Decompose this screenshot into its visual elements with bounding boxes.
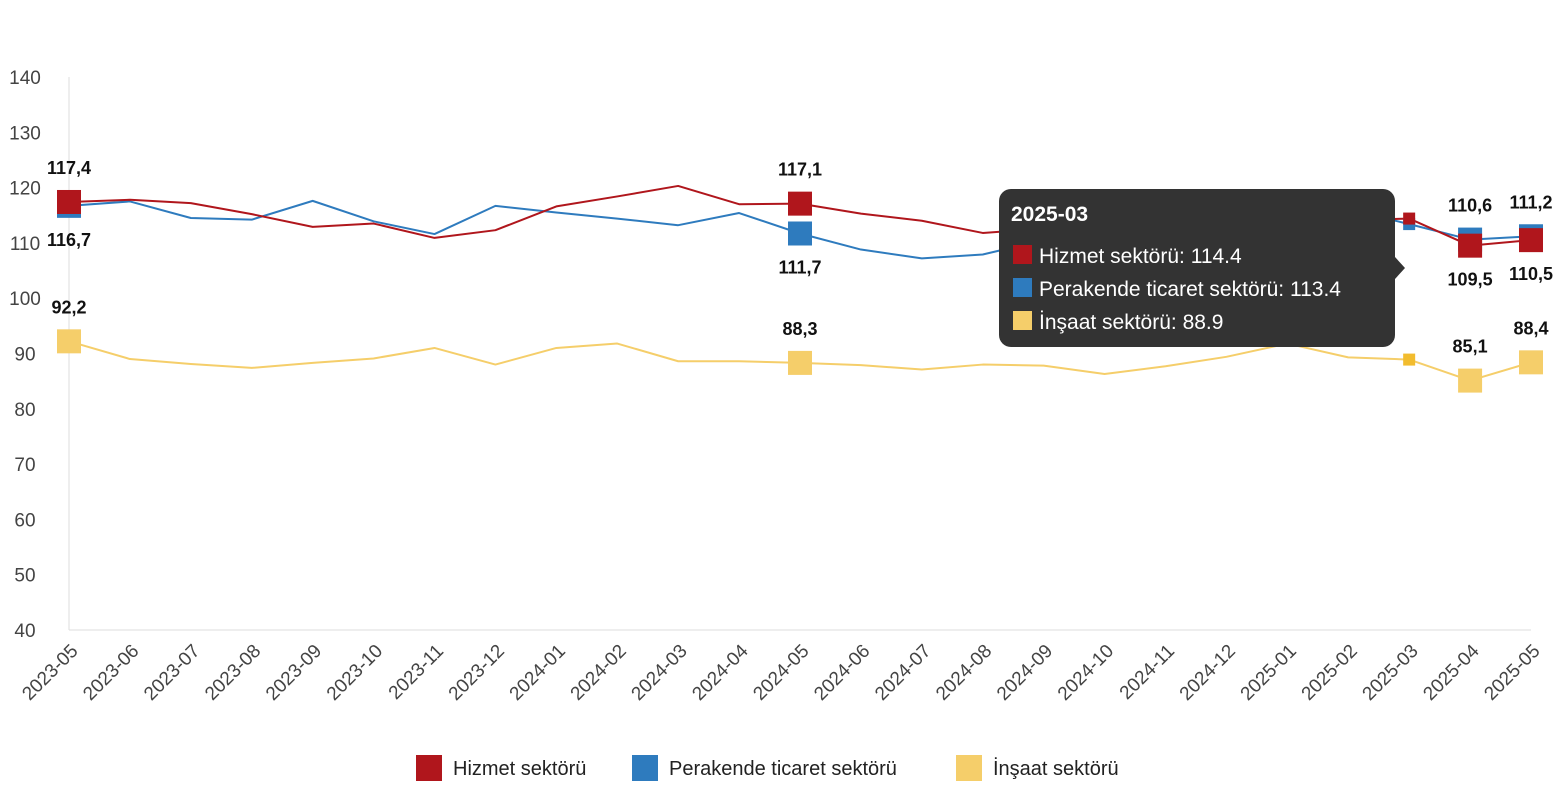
- x-tick-label: 2025-05: [1480, 641, 1544, 705]
- x-tick-label: 2024-10: [1054, 641, 1118, 705]
- x-tick-label: 2024-09: [993, 641, 1057, 705]
- data-labels: 117,4 116,7 92,2 117,1 111,7 88,3 110,6 109,5 85…: [47, 158, 1553, 357]
- legend-label: İnşaat sektörü: [993, 757, 1119, 780]
- data-label: 85,1: [1453, 337, 1488, 357]
- x-tick-label: 2024-04: [688, 640, 752, 704]
- y-tick-label: 80: [14, 400, 35, 421]
- y-tick-label: 110: [10, 234, 40, 255]
- tooltip-title: 2025-03: [1011, 203, 1088, 226]
- data-label: 109,5: [1448, 270, 1493, 290]
- x-tick-label: 2024-12: [1176, 641, 1240, 705]
- y-tick-label: 40: [14, 621, 35, 642]
- tooltip-row: İnşaat sektörü: 88.9: [1039, 311, 1223, 334]
- x-tick-label: 2025-03: [1359, 641, 1423, 705]
- data-point-marker[interactable]: [788, 191, 812, 216]
- data-point-marker[interactable]: [1458, 368, 1483, 393]
- series-markers[interactable]: [57, 189, 1543, 393]
- x-tick-label: 2025-02: [1298, 641, 1362, 705]
- legend-item-0[interactable]: Hizmet sektörü: [416, 755, 586, 781]
- data-point-marker[interactable]: [1519, 350, 1543, 375]
- data-label: 117,4: [47, 158, 91, 178]
- x-tick-label: 2025-01: [1237, 641, 1301, 705]
- tooltip-swatch: [1013, 311, 1032, 330]
- tooltip-box: [999, 189, 1395, 347]
- data-point-marker[interactable]: [1519, 228, 1543, 253]
- tooltip-row: Perakende ticaret sektörü: 113.4: [1039, 278, 1341, 301]
- tooltip-swatch: [1013, 278, 1032, 297]
- y-tick-label: 70: [14, 455, 35, 476]
- legend-swatch: [416, 755, 442, 781]
- x-tick-label: 2024-03: [628, 641, 692, 705]
- tooltip: 2025-03 Hizmet sektörü: 114.4 Perakende ti…: [999, 189, 1405, 347]
- x-tick-label: 2024-01: [506, 641, 570, 705]
- chart-axes: 4050607080901001101201301402023-052023-0…: [9, 68, 1544, 705]
- data-label: 111,7: [778, 257, 821, 277]
- x-tick-label: 2024-07: [871, 641, 935, 705]
- y-tick-label: 120: [9, 179, 41, 200]
- data-point-marker[interactable]: [788, 350, 812, 375]
- data-label: 110,5: [1509, 264, 1553, 284]
- x-tick-label: 2023-05: [18, 641, 82, 705]
- y-tick-label: 130: [9, 123, 41, 144]
- hover-marker[interactable]: [1403, 212, 1416, 225]
- legend-label: Perakende ticaret sektörü: [669, 758, 897, 780]
- hover-marker[interactable]: [1403, 353, 1416, 366]
- x-tick-label: 2023-09: [262, 641, 326, 705]
- x-tick-label: 2023-11: [385, 641, 448, 704]
- x-tick-label: 2024-08: [932, 641, 996, 705]
- legend-swatch: [956, 755, 982, 781]
- x-tick-label: 2023-08: [201, 641, 265, 705]
- tooltip-swatch: [1013, 245, 1032, 264]
- legend-item-2[interactable]: İnşaat sektörü: [956, 755, 1119, 781]
- y-tick-label: 100: [9, 289, 41, 310]
- data-point-marker[interactable]: [788, 221, 812, 246]
- legend[interactable]: Hizmet sektörü Perakende ticaret sektörü İ…: [416, 755, 1119, 781]
- data-point-marker[interactable]: [57, 189, 81, 214]
- y-tick-label: 50: [14, 566, 35, 587]
- data-point-marker[interactable]: [1458, 233, 1483, 258]
- y-tick-label: 90: [14, 345, 35, 366]
- data-label: 88,4: [1513, 318, 1548, 338]
- x-tick-label: 2023-06: [79, 641, 143, 705]
- x-tick-label: 2023-12: [445, 641, 509, 705]
- y-tick-label: 60: [14, 510, 35, 531]
- data-label: 92,2: [51, 297, 86, 317]
- x-tick-label: 2024-06: [810, 641, 874, 705]
- x-tick-label: 2023-07: [140, 641, 204, 705]
- data-label: 111,2: [1509, 192, 1552, 212]
- data-point-marker[interactable]: [57, 329, 81, 354]
- data-label: 88,3: [782, 319, 817, 339]
- legend-label: Hizmet sektörü: [453, 758, 586, 780]
- data-label: 110,6: [1448, 196, 1492, 216]
- tooltip-pointer: [1395, 257, 1405, 279]
- tooltip-row: Hizmet sektörü: 114.4: [1039, 245, 1242, 268]
- x-tick-label: 2025-04: [1419, 640, 1483, 704]
- y-tick-label: 140: [9, 68, 41, 89]
- x-tick-label: 2024-02: [567, 641, 631, 705]
- x-tick-label: 2024-11: [1116, 641, 1179, 704]
- x-tick-label: 2023-10: [323, 641, 387, 705]
- x-tick-label: 2024-05: [749, 641, 813, 705]
- data-label: 117,1: [778, 160, 822, 180]
- legend-item-1[interactable]: Perakende ticaret sektörü: [632, 755, 897, 781]
- data-label: 116,7: [47, 230, 91, 250]
- legend-swatch: [632, 755, 658, 781]
